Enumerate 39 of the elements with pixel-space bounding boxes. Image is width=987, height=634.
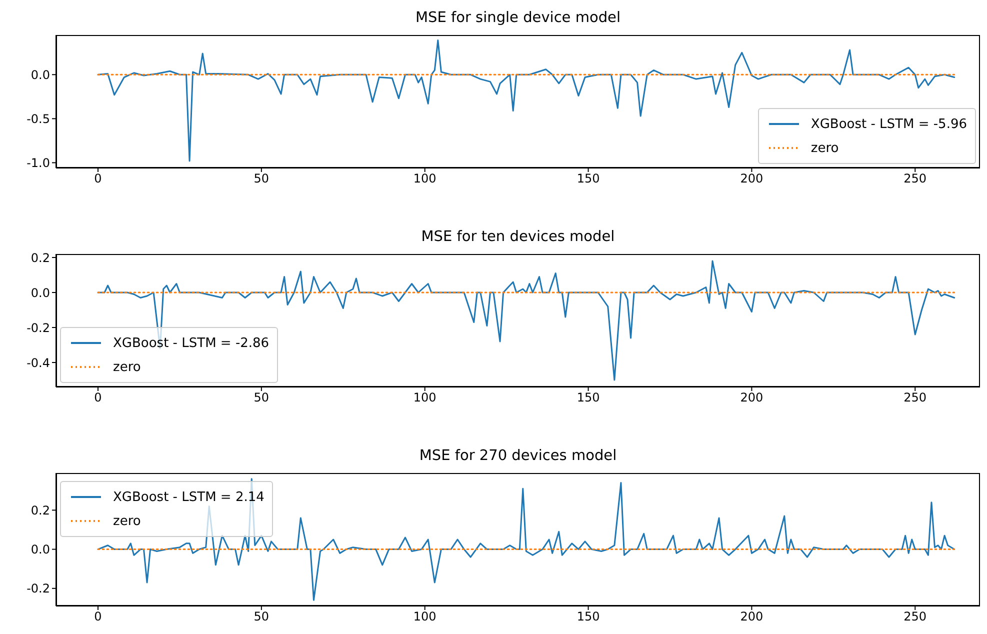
x-tick-label: 150 (576, 390, 600, 405)
x-tick-label: 100 (413, 172, 436, 186)
x-tick-label: 0 (94, 172, 102, 186)
x-tick-label: 250 (904, 172, 927, 186)
x-tick-label: 150 (576, 610, 600, 624)
line-series (97, 478, 956, 601)
y-tick-label: -0.2 (26, 320, 50, 335)
y-tick-label: -1.0 (26, 156, 50, 170)
x-tick-label: 200 (740, 610, 764, 624)
x-tick-label: 0 (94, 390, 102, 405)
legend-label: XGBoost - LSTM = -5.96 (810, 116, 967, 132)
x-tick-label: 250 (904, 610, 927, 624)
y-tick-label: 0.2 (30, 250, 50, 265)
x-tick-label: 200 (740, 172, 764, 186)
chart-title: MSE for ten devices model (420, 229, 616, 245)
y-tick-label: -0.5 (26, 112, 50, 126)
x-tick-label: 50 (254, 610, 270, 624)
y-tick-label: -0.2 (26, 582, 50, 596)
chart-title: MSE for single device model (414, 10, 622, 26)
legend-label: XGBoost - LSTM = 2.14 (113, 490, 264, 504)
x-tick-label: 0 (94, 610, 102, 624)
x-tick-label: 250 (904, 390, 927, 405)
chart-title: MSE for 270 devices model (418, 448, 618, 464)
legend-label: zero (113, 514, 141, 528)
y-tick-label: 0.0 (30, 68, 50, 82)
x-tick-label: 100 (413, 390, 436, 405)
x-tick-label: 100 (413, 610, 436, 624)
legend-label: zero (810, 140, 839, 156)
x-tick-label: 150 (576, 172, 600, 186)
y-tick-label: -0.4 (26, 356, 50, 370)
y-tick-label: 0.0 (30, 286, 50, 300)
line-series (97, 260, 956, 381)
y-tick-label: 0.0 (30, 542, 50, 557)
x-tick-label: 50 (254, 172, 270, 186)
x-tick-label: 50 (254, 390, 270, 405)
legend-label: zero (113, 360, 141, 374)
x-tick-label: 200 (740, 390, 764, 405)
legend-label: XGBoost - LSTM = -2.86 (113, 336, 270, 350)
y-tick-label: 0.2 (30, 503, 50, 518)
